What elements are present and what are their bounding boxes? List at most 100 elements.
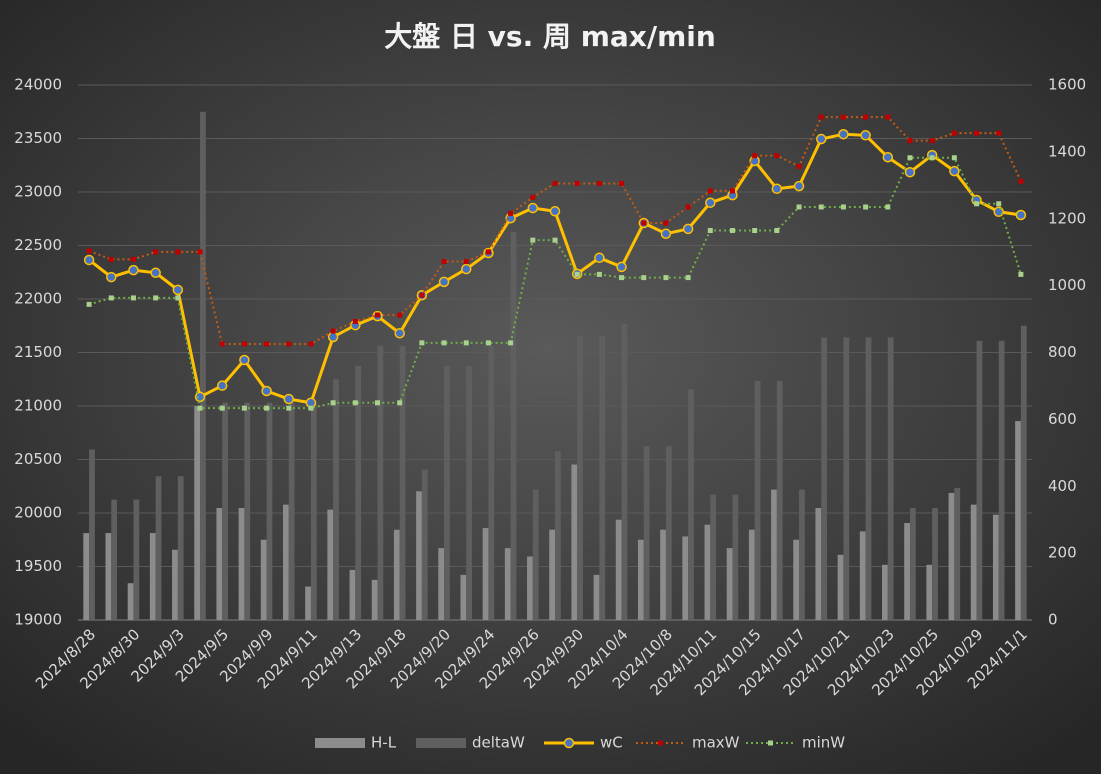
- bar: [682, 536, 689, 620]
- bar: [244, 402, 251, 620]
- bar: [238, 507, 245, 620]
- y-tick-label: 22000: [14, 290, 62, 308]
- marker: [993, 206, 1004, 218]
- bar: [133, 499, 140, 620]
- marker: [283, 393, 295, 405]
- bar: [815, 507, 822, 620]
- y2-tick-label: 400: [1048, 477, 1077, 495]
- bar: [970, 504, 977, 620]
- bar: [393, 529, 400, 620]
- marker: [907, 138, 913, 144]
- marker: [885, 204, 891, 210]
- bar: [571, 464, 578, 620]
- bar: [1015, 421, 1021, 620]
- y2-tick-label: 1600: [1048, 76, 1086, 94]
- bar: [732, 494, 739, 620]
- marker: [175, 249, 181, 255]
- bar: [932, 507, 938, 620]
- marker: [996, 201, 1002, 207]
- marker: [327, 331, 339, 343]
- legend-marker: [658, 740, 663, 746]
- bar: [89, 449, 95, 620]
- marker: [197, 405, 203, 411]
- bar: [149, 533, 156, 620]
- marker: [840, 114, 846, 120]
- marker: [216, 380, 228, 391]
- bar: [837, 554, 844, 620]
- marker: [130, 256, 136, 262]
- bar: [260, 539, 267, 620]
- marker: [552, 180, 558, 186]
- bar: [555, 451, 561, 620]
- marker: [330, 400, 336, 406]
- marker: [951, 130, 957, 136]
- marker: [108, 295, 114, 301]
- marker: [818, 204, 824, 210]
- bar: [105, 533, 112, 620]
- marker: [175, 295, 181, 301]
- y-tick-label: 21000: [14, 397, 62, 415]
- bar: [621, 324, 628, 620]
- marker: [463, 259, 469, 265]
- marker: [907, 155, 913, 161]
- bar: [399, 345, 406, 620]
- bar: [371, 579, 378, 620]
- bar: [310, 402, 317, 620]
- bar: [527, 556, 533, 620]
- marker: [1018, 271, 1024, 277]
- marker: [130, 295, 136, 301]
- bar: [1020, 325, 1027, 620]
- marker: [685, 204, 691, 210]
- marker: [375, 312, 381, 318]
- y2-tick-label: 1000: [1048, 276, 1086, 294]
- bar: [222, 402, 228, 620]
- bar: [216, 507, 223, 620]
- bar: [665, 446, 672, 620]
- bar: [904, 523, 910, 620]
- legend-label: deltaW: [472, 734, 525, 752]
- bar: [377, 345, 384, 620]
- marker: [793, 180, 805, 192]
- marker: [974, 130, 980, 136]
- marker: [527, 202, 539, 214]
- marker: [261, 385, 272, 397]
- y-tick-label: 20500: [14, 450, 62, 468]
- marker: [461, 263, 472, 275]
- marker: [219, 405, 225, 411]
- marker: [818, 114, 824, 120]
- marker: [815, 133, 827, 145]
- bar: [998, 340, 1005, 620]
- marker: [241, 405, 247, 411]
- bar: [948, 492, 955, 620]
- marker: [1015, 209, 1027, 221]
- marker: [441, 259, 447, 265]
- bar: [349, 569, 356, 620]
- marker: [594, 252, 605, 264]
- marker: [885, 114, 891, 120]
- y2-tick-label: 1400: [1048, 142, 1086, 160]
- bar: [466, 365, 473, 620]
- marker: [86, 248, 92, 254]
- bar: [926, 564, 933, 620]
- marker: [840, 204, 846, 210]
- marker: [863, 204, 869, 210]
- bar: [954, 487, 961, 620]
- marker: [774, 228, 780, 234]
- marker: [286, 405, 292, 411]
- marker: [619, 180, 625, 186]
- bar: [882, 564, 888, 620]
- bar: [111, 499, 118, 620]
- marker: [397, 400, 403, 406]
- marker: [375, 400, 381, 406]
- marker: [463, 340, 469, 346]
- marker: [929, 155, 935, 161]
- bar: [660, 529, 666, 620]
- legend-label: wC: [600, 734, 623, 752]
- bar: [776, 380, 783, 620]
- bar: [482, 528, 489, 620]
- marker: [485, 340, 491, 346]
- bar: [799, 489, 805, 620]
- marker: [397, 312, 403, 318]
